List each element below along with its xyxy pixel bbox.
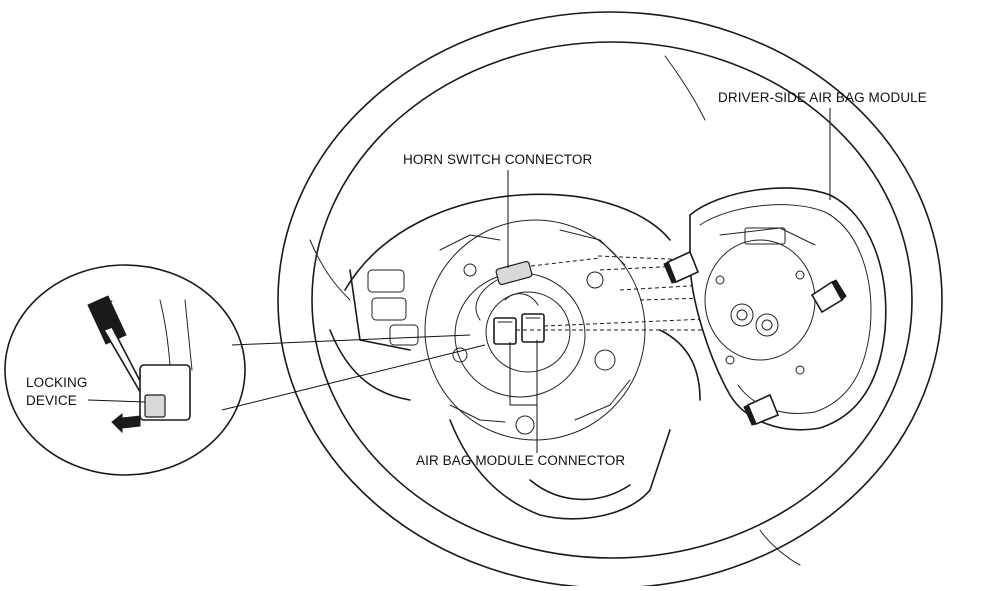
module-mounting-bolt-right	[810, 279, 847, 314]
label-driver-side-air-bag-module: DRIVER-SIDE AIR BAG MODULE	[718, 90, 927, 105]
label-horn-switch-connector: HORN SWITCH CONNECTOR	[403, 152, 593, 167]
left-spoke-switches	[367, 269, 419, 346]
air-bag-module-connector	[493, 293, 740, 345]
horn-switch-connector	[475, 257, 601, 321]
module-mounting-bolt-bottom	[743, 393, 780, 426]
label-locking-device-line1: LOCKING	[26, 375, 88, 390]
label-air-bag-module-connector: AIR BAG MODULE CONNECTOR	[416, 453, 626, 468]
module-mounting-bolt-left	[663, 250, 700, 284]
release-arrow-icon	[111, 412, 141, 434]
locking-device-inset	[4, 264, 486, 476]
steering-wheel-spokes	[329, 193, 701, 520]
label-locking-device-line2: DEVICE	[26, 393, 77, 408]
label-leader-lines	[507, 108, 831, 453]
driver-side-air-bag-module	[663, 187, 887, 431]
